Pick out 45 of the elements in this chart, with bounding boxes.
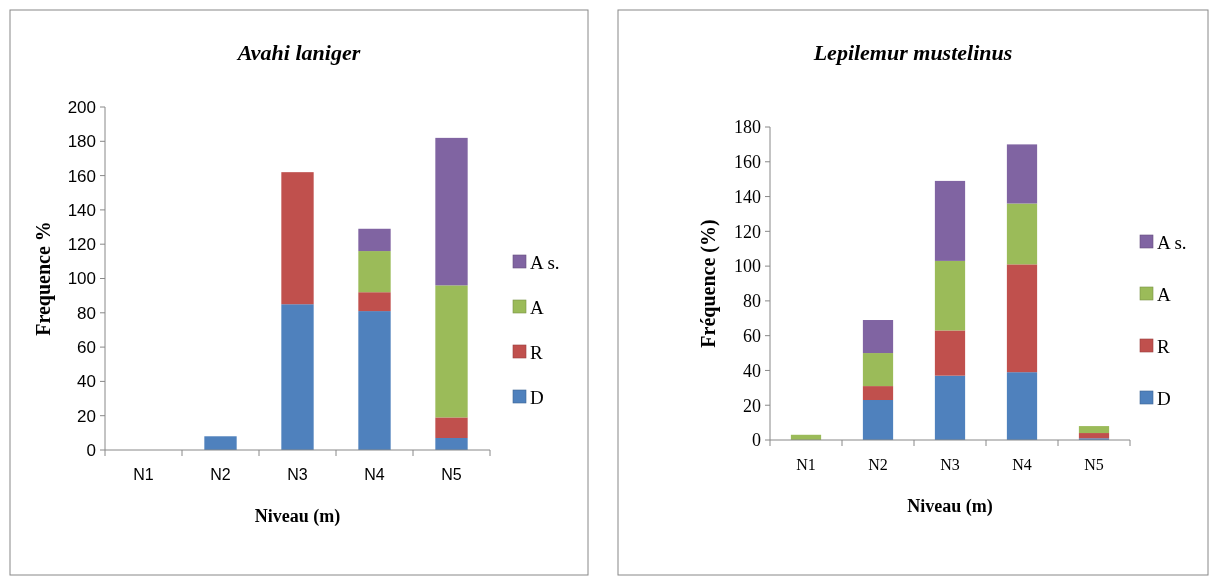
y-tick-label: 120 — [734, 221, 761, 242]
y-tick-label: 160 — [734, 152, 761, 173]
y-tick-label: 160 — [67, 166, 96, 186]
x-tick-label: N3 — [287, 466, 308, 483]
legend-label: A s. — [1157, 231, 1187, 253]
x-tick-label: N5 — [441, 466, 462, 483]
x-tick-label: N1 — [796, 456, 816, 473]
y-tick-label: 60 — [743, 325, 761, 346]
y-tick-label: 20 — [77, 406, 96, 426]
y-tick-label: 200 — [67, 97, 96, 117]
x-tick-label: N1 — [133, 466, 154, 483]
x-tick-label: N3 — [940, 456, 960, 473]
y-tick-label: 140 — [67, 200, 96, 220]
y-axis-title: Fréquence (%) — [697, 219, 720, 348]
y-tick-label: 40 — [77, 372, 96, 392]
legend-label: A — [530, 296, 544, 318]
x-tick-label: N5 — [1084, 456, 1104, 473]
y-tick-label: 60 — [77, 338, 96, 358]
x-tick-label: N2 — [210, 466, 231, 483]
y-tick-label: 120 — [67, 235, 96, 255]
x-tick-label: N4 — [1012, 456, 1032, 473]
legend-label: A s. — [530, 251, 560, 273]
legend-label: R — [1157, 335, 1170, 357]
y-tick-label: 180 — [67, 132, 96, 152]
y-tick-label: 40 — [743, 360, 761, 381]
chart-title: Avahi laniger — [235, 40, 361, 65]
x-tick-label: N4 — [364, 466, 385, 483]
legend-label: D — [1157, 387, 1171, 409]
legend-label: A — [1157, 283, 1171, 305]
y-axis-title: Frequence % — [32, 221, 55, 336]
y-tick-label: 20 — [743, 395, 761, 416]
x-tick-label: N2 — [868, 456, 888, 473]
y-tick-label: 180 — [734, 117, 761, 138]
y-tick-label: 100 — [67, 269, 96, 289]
y-tick-label: 80 — [77, 303, 96, 323]
chart-title: Lepilemur mustelinus — [812, 40, 1013, 65]
legend-label: R — [530, 341, 543, 363]
y-tick-label: 80 — [743, 291, 761, 312]
y-tick-label: 0 — [86, 440, 96, 460]
y-tick-label: 140 — [734, 186, 761, 207]
y-tick-label: 0 — [752, 430, 761, 451]
x-axis-title: Niveau (m) — [254, 506, 341, 527]
y-tick-label: 100 — [734, 256, 761, 277]
x-axis-title: Niveau (m) — [907, 496, 993, 517]
legend-label: D — [530, 386, 544, 408]
